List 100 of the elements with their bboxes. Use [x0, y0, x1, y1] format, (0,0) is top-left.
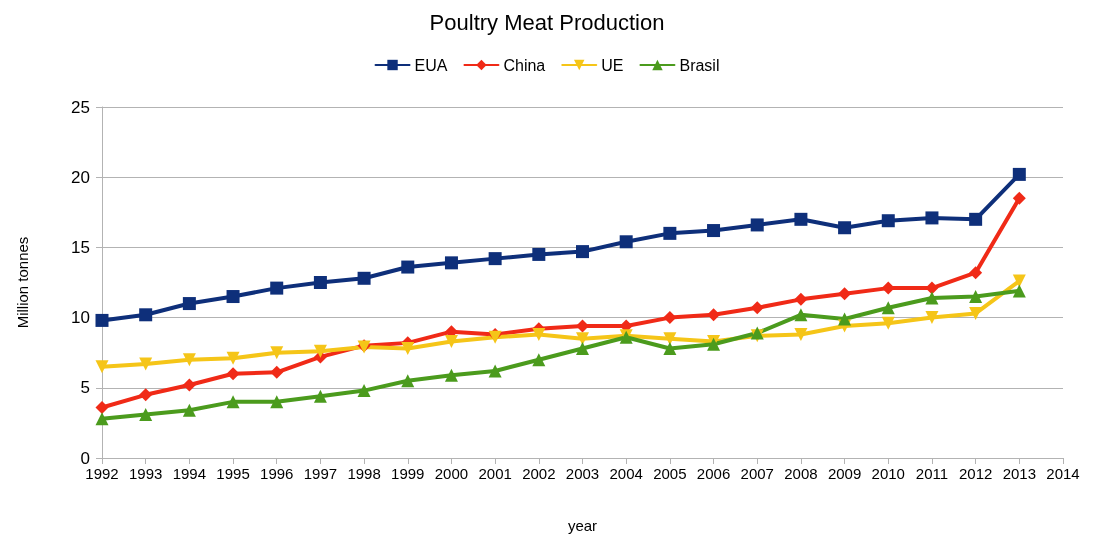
- x-tick-label: 1999: [391, 465, 425, 482]
- x-tick-label: 1994: [172, 465, 207, 482]
- point: [794, 327, 808, 341]
- point: [881, 301, 895, 315]
- point: [401, 341, 415, 355]
- point: [750, 218, 764, 232]
- y-tick-label: 5: [80, 378, 90, 398]
- point: [182, 378, 196, 392]
- point: [95, 313, 109, 327]
- point: [969, 306, 983, 320]
- point: [881, 281, 895, 295]
- x-tick-label: 1996: [260, 465, 294, 482]
- x-tick-label: 2006: [696, 465, 731, 482]
- point: [663, 341, 677, 355]
- point: [95, 360, 109, 374]
- point: [707, 224, 721, 238]
- point: [313, 344, 327, 358]
- point: [444, 368, 458, 382]
- point: [488, 252, 502, 266]
- point: [532, 353, 546, 367]
- y-tick-label: 20: [71, 167, 90, 187]
- point: [444, 256, 458, 270]
- point: [794, 292, 808, 306]
- point: [750, 301, 764, 315]
- x-tick-label: 2000: [434, 465, 469, 482]
- x-tick-label: 2013: [1002, 465, 1037, 482]
- y-tick-label: 25: [71, 97, 90, 117]
- x-tick-label: 2014: [1046, 465, 1080, 482]
- point: [838, 312, 852, 326]
- point: [576, 341, 589, 355]
- point: [182, 297, 196, 311]
- point: [226, 290, 240, 304]
- point: [226, 367, 240, 381]
- point: [663, 332, 677, 346]
- x-tick-label: 1998: [347, 465, 381, 482]
- point: [357, 271, 371, 285]
- point: [925, 211, 939, 225]
- y-tick-label: 10: [71, 308, 90, 328]
- point: [270, 395, 284, 409]
- point: [182, 403, 196, 417]
- point: [401, 260, 415, 274]
- point: [532, 247, 546, 261]
- point: [1012, 167, 1026, 181]
- point: [925, 281, 939, 295]
- chart-title: Poultry Meat Production: [429, 9, 665, 35]
- x-tick-label: 2003: [565, 465, 600, 482]
- point: [270, 281, 284, 295]
- point: [226, 351, 240, 365]
- x-tick-label: 1995: [216, 465, 250, 482]
- x-tick-label: 1997: [303, 465, 338, 482]
- point: [139, 308, 153, 322]
- point: [444, 334, 458, 348]
- point: [270, 365, 284, 379]
- point: [707, 308, 721, 322]
- point: [838, 221, 852, 235]
- point: [881, 214, 895, 228]
- point: [1012, 284, 1026, 298]
- point: [576, 332, 589, 346]
- point: [488, 364, 502, 378]
- x-tick-label: 2005: [653, 465, 687, 482]
- legend-label: UE: [601, 56, 624, 74]
- x-tick-label: 2010: [871, 465, 905, 482]
- point: [969, 266, 983, 280]
- x-tick-label: 2001: [478, 465, 512, 482]
- y-tick-label: 15: [71, 237, 90, 257]
- point: [532, 327, 546, 341]
- x-axis-title: year: [567, 517, 598, 534]
- point: [925, 311, 939, 325]
- x-tick-label: 2011: [915, 465, 949, 482]
- legend-label: EUA: [414, 56, 448, 74]
- point: [663, 311, 677, 325]
- point: [270, 346, 284, 360]
- point: [357, 384, 371, 398]
- point: [969, 212, 983, 226]
- x-tick-label: 1993: [128, 465, 163, 482]
- point: [576, 319, 589, 333]
- point: [881, 316, 895, 330]
- point: [182, 353, 196, 367]
- point: [313, 276, 327, 289]
- point: [969, 290, 983, 304]
- x-tick-label: 1992: [85, 465, 119, 482]
- y-axis-title: Million tonnes: [14, 236, 31, 329]
- point: [838, 287, 852, 301]
- point: [226, 395, 240, 409]
- point: [794, 308, 808, 322]
- point: [139, 388, 153, 402]
- point: [1012, 191, 1026, 205]
- point: [95, 412, 109, 426]
- x-tick-label: 2009: [827, 465, 862, 482]
- point: [139, 357, 153, 371]
- x-tick-label: 2004: [609, 465, 643, 482]
- point: [576, 245, 589, 259]
- point: [925, 291, 939, 305]
- x-tick-label: 2002: [522, 465, 556, 482]
- point: [619, 235, 633, 249]
- point: [663, 226, 677, 240]
- y-tick-label: 0: [80, 448, 90, 468]
- point: [401, 374, 415, 388]
- x-tick-label: 2012: [958, 465, 993, 482]
- point: [313, 389, 327, 403]
